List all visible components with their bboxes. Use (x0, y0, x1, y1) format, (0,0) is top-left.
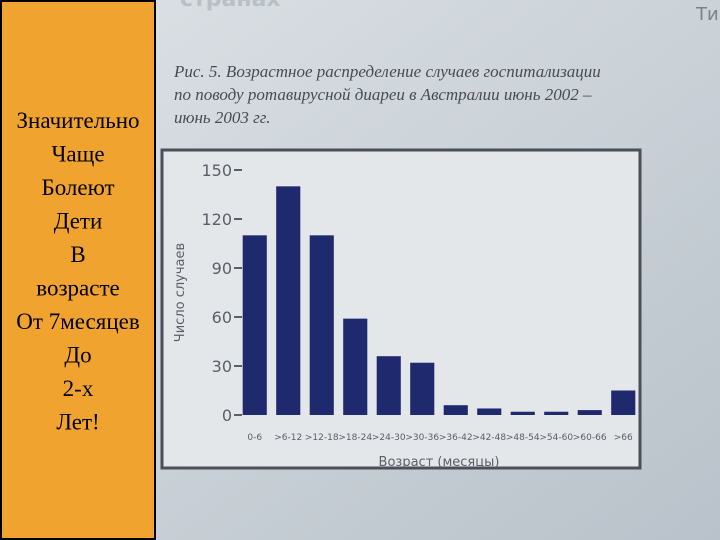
x-tick-label: >12-18 (305, 433, 339, 443)
bar (510, 411, 535, 415)
x-tick-label: >24-30 (372, 433, 406, 443)
x-tick-label: >30-36 (405, 433, 439, 443)
slide-text: Значительно (16, 108, 139, 133)
bar (611, 390, 636, 415)
bar (376, 356, 401, 415)
header-fragment: странах (180, 0, 281, 12)
y-tick-label: 150 (201, 161, 232, 180)
left-panel (0, 0, 156, 540)
x-tick-label: >18-24 (338, 433, 372, 443)
bar (309, 235, 334, 415)
x-tick-label: >36-42 (439, 433, 473, 443)
bar (242, 235, 267, 415)
x-axis-label: Возраст (месяцы) (379, 455, 500, 470)
y-tick-label: 60 (212, 308, 232, 327)
x-tick-label: >60-66 (573, 433, 607, 443)
y-tick-label: 120 (201, 210, 232, 229)
bar (410, 362, 435, 415)
bar (343, 318, 368, 415)
x-tick-label: >66 (614, 433, 633, 443)
bar (544, 411, 569, 415)
slide-text: От 7месяцев (16, 309, 140, 334)
slide-text: В (70, 242, 85, 267)
y-tick-label: 90 (212, 259, 232, 278)
slide-text: возрасте (36, 276, 119, 301)
x-tick-label: >42-48 (472, 433, 506, 443)
slide-text: Чаще (51, 142, 104, 167)
y-axis-label: Число случаев (173, 243, 188, 342)
y-tick-label: 30 (212, 357, 232, 376)
header-fragment: Ти (695, 4, 719, 25)
slide-text: 2-х (63, 376, 94, 401)
chart-title: Рис. 5. Возрастное распределение случаев… (174, 62, 601, 127)
x-tick-label: >6-12 (274, 433, 302, 443)
chart-frame (160, 148, 642, 470)
x-tick-label: >54-60 (539, 433, 573, 443)
bar (577, 410, 602, 415)
y-tick-label: 0 (222, 406, 232, 425)
bar (477, 408, 502, 415)
x-tick-label: >48-54 (506, 433, 540, 443)
bar (443, 405, 468, 415)
slide-text: Дети (54, 209, 103, 234)
slide-text: До (64, 343, 91, 368)
bar (276, 186, 301, 415)
slide-text: Болеют (41, 175, 114, 200)
slide-text: Лет! (56, 410, 99, 435)
x-tick-label: 0-6 (247, 433, 262, 443)
